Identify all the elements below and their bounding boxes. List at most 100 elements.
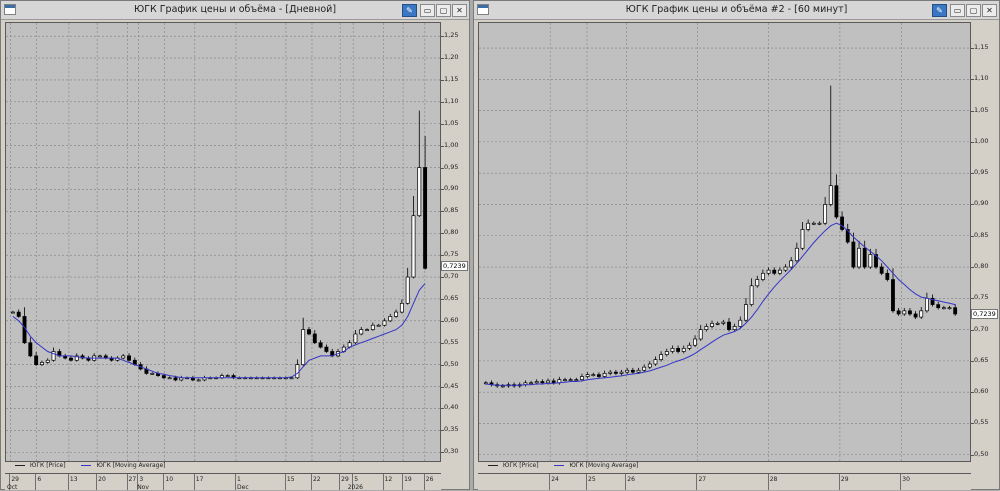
title-bar[interactable]: ЮГК График цены и объёма - [Дневной] ✎ ▭…	[1, 1, 469, 20]
y-tick-mark	[441, 255, 444, 257]
y-tick-label: 0,55	[974, 418, 989, 427]
y-tick-label: 0,70	[444, 272, 459, 281]
y-tick-mark	[971, 454, 974, 456]
candle-body	[647, 363, 652, 368]
y-tick-label: 1,25	[444, 31, 459, 40]
minimize-button[interactable]: ▭	[420, 4, 435, 17]
candle-body	[664, 351, 669, 355]
candle-body	[919, 310, 924, 318]
price-plot[interactable]	[5, 22, 441, 462]
candle-body	[625, 369, 630, 373]
window-title: ЮГК График цены и объёма #2 - [60 минут]	[625, 4, 848, 15]
price-plot[interactable]	[478, 22, 971, 462]
candle-body	[755, 279, 760, 287]
x-tick-label: 24	[551, 476, 559, 483]
candle-body	[636, 369, 641, 373]
y-tick-label: 1,20	[444, 53, 459, 62]
y-tick-label: 0,65	[974, 355, 989, 364]
title-bar[interactable]: ЮГК График цены и объёма #2 - [60 минут]…	[474, 1, 999, 20]
y-tick-mark	[441, 320, 444, 322]
candle-body	[777, 269, 782, 274]
candle-body	[365, 329, 369, 331]
x-tick-label: 26	[425, 476, 434, 483]
x-tick-label: 28	[769, 476, 778, 483]
candle-body	[318, 342, 323, 348]
y-tick-label: 0,85	[974, 230, 989, 239]
window-icon[interactable]	[477, 4, 489, 15]
candle-body	[500, 385, 505, 388]
y-tick-label: 1,05	[974, 105, 989, 114]
candle-body	[879, 266, 884, 274]
legend: ЮГК [Price] ЮГК [Moving Average]	[488, 462, 968, 472]
candle-body	[823, 204, 828, 224]
candle-body	[546, 380, 550, 384]
candle-body	[930, 297, 935, 305]
candle-body	[749, 285, 754, 305]
maximize-button[interactable]: ▢	[966, 4, 981, 17]
y-tick-mark	[971, 173, 974, 175]
y-tick-mark	[441, 145, 444, 147]
candle-body	[394, 311, 399, 317]
y-tick-label: 0,75	[444, 250, 459, 259]
daily-chart-window[interactable]: ЮГК График цены и объёма - [Дневной] ✎ ▭…	[0, 0, 470, 491]
candle-body	[585, 374, 590, 377]
candle-body	[687, 344, 692, 349]
candle-body	[710, 322, 714, 327]
y-tick-label: 1,00	[974, 136, 989, 145]
x-tick-label: 6	[37, 476, 42, 483]
candle-body	[908, 310, 912, 315]
candle-body	[727, 321, 731, 330]
candle-body	[399, 302, 404, 313]
candle-body	[150, 373, 155, 375]
candle-body	[789, 260, 794, 268]
candle-body	[874, 254, 878, 268]
y-tick-label: 0,65	[444, 293, 459, 302]
candle-body	[121, 355, 126, 359]
candle-body	[953, 307, 958, 315]
x-tick-label: 10	[165, 476, 174, 483]
minimize-button[interactable]: ▭	[950, 4, 965, 17]
candle-body	[913, 313, 918, 318]
y-tick-label: 1,05	[444, 118, 459, 127]
window-title: ЮГК График цены и объёма - [Дневной]	[133, 4, 337, 15]
x-tick-label: 25	[588, 476, 596, 483]
y-tick-label: 0,95	[974, 168, 989, 177]
pin-icon[interactable]: ✎	[932, 4, 947, 17]
candle-body	[828, 185, 833, 205]
x-tick-label: 30	[902, 476, 910, 483]
candle-body	[766, 269, 771, 274]
x-tick-label: 27	[698, 476, 707, 483]
candle-body	[405, 276, 410, 304]
y-tick-mark	[441, 123, 444, 125]
window-icon[interactable]	[4, 4, 16, 15]
x-tick-label: 29	[840, 476, 849, 483]
candle-body	[301, 329, 306, 365]
candle-body	[359, 329, 364, 335]
close-button[interactable]: ✕	[982, 4, 997, 17]
x-tick-label: 29	[11, 476, 19, 483]
candle-body	[376, 324, 381, 327]
candle-body	[225, 375, 230, 377]
candle-body	[127, 355, 131, 361]
y-tick-label: 0,95	[444, 162, 459, 171]
x-tick-label: 17	[195, 476, 204, 483]
y-tick-mark	[441, 430, 444, 432]
last-price-tag: 0,7239	[971, 308, 998, 319]
candle-body	[580, 376, 584, 381]
x-tick-label: 29	[341, 476, 349, 483]
maximize-button[interactable]: ▢	[436, 4, 451, 17]
pin-icon[interactable]: ✎	[402, 4, 417, 17]
candle-body	[732, 326, 737, 330]
x-tick-label: 5	[354, 476, 359, 483]
moving-average-line	[12, 283, 426, 379]
x-tick-label: 19	[404, 476, 412, 483]
candle-body	[529, 382, 533, 385]
candle-body	[161, 375, 166, 379]
candle-body	[902, 310, 907, 315]
x-month-label: Dec	[237, 484, 249, 491]
y-tick-label: 0,60	[444, 315, 459, 324]
x-month-label: Oct	[7, 484, 18, 491]
hourly-chart-window[interactable]: ЮГК График цены и объёма #2 - [60 минут]…	[473, 0, 1000, 490]
close-button[interactable]: ✕	[452, 4, 467, 17]
x-month-label: 2026	[347, 484, 363, 491]
